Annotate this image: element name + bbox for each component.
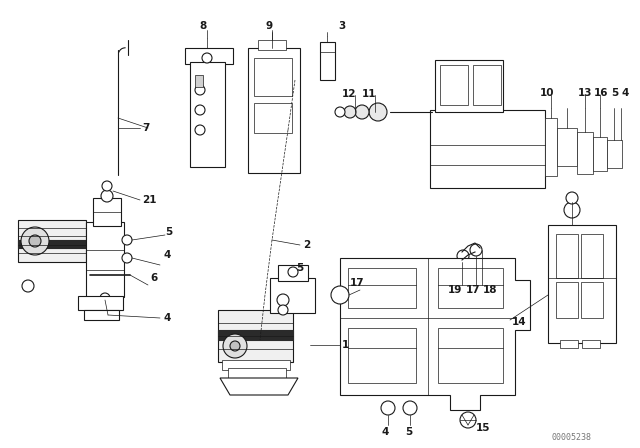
Circle shape	[369, 103, 387, 121]
Circle shape	[195, 85, 205, 95]
Text: 4: 4	[163, 313, 170, 323]
Bar	[84, 310, 119, 320]
Bar	[185, 48, 233, 64]
Text: 2: 2	[303, 240, 310, 250]
Bar	[560, 340, 578, 348]
Bar	[78, 296, 123, 310]
Bar	[607, 140, 622, 168]
Text: 18: 18	[483, 285, 497, 295]
Circle shape	[288, 267, 298, 277]
Text: 5: 5	[611, 88, 618, 98]
Bar	[556, 234, 578, 278]
Bar	[593, 137, 607, 171]
Circle shape	[100, 293, 110, 303]
Text: 5: 5	[405, 427, 412, 437]
Bar	[577, 132, 593, 174]
Bar	[218, 310, 293, 362]
Text: 8: 8	[199, 21, 206, 31]
Bar	[582, 340, 600, 348]
Bar	[278, 265, 308, 281]
Bar	[248, 48, 300, 173]
Text: 12: 12	[342, 89, 356, 99]
Circle shape	[277, 294, 289, 306]
Bar	[473, 65, 501, 105]
Circle shape	[122, 253, 132, 263]
Text: 5: 5	[296, 263, 303, 273]
Circle shape	[457, 250, 469, 262]
Bar	[548, 225, 616, 343]
Circle shape	[470, 244, 482, 256]
Circle shape	[278, 305, 288, 315]
Circle shape	[381, 401, 395, 415]
Text: 13: 13	[578, 88, 593, 98]
Bar	[270, 278, 315, 313]
Circle shape	[355, 105, 369, 119]
Bar	[430, 110, 545, 188]
Bar	[18, 240, 86, 248]
Circle shape	[460, 412, 476, 428]
Text: 5: 5	[165, 227, 172, 237]
Text: 10: 10	[540, 88, 554, 98]
Bar	[581, 282, 603, 318]
Bar	[348, 268, 416, 308]
Text: 17: 17	[350, 278, 365, 288]
Text: 4: 4	[382, 427, 389, 437]
Text: 3: 3	[338, 21, 345, 31]
Circle shape	[21, 227, 49, 255]
Bar	[190, 62, 225, 167]
Bar	[218, 330, 293, 340]
Text: 11: 11	[362, 89, 376, 99]
Circle shape	[101, 190, 113, 202]
Text: 16: 16	[594, 88, 609, 98]
Text: 15: 15	[476, 423, 490, 433]
Circle shape	[564, 202, 580, 218]
Bar	[438, 328, 503, 383]
Text: 14: 14	[512, 317, 527, 327]
Circle shape	[102, 181, 112, 191]
Circle shape	[331, 286, 349, 304]
Circle shape	[344, 106, 356, 118]
Text: 9: 9	[265, 21, 272, 31]
Text: 1: 1	[342, 340, 349, 350]
Text: 00005238: 00005238	[552, 434, 592, 443]
Bar	[86, 222, 124, 297]
Bar	[440, 65, 468, 105]
Bar	[195, 75, 203, 87]
Bar	[93, 198, 121, 226]
Bar	[228, 368, 286, 380]
Circle shape	[335, 107, 345, 117]
Circle shape	[223, 334, 247, 358]
Bar	[222, 360, 290, 370]
Circle shape	[403, 401, 417, 415]
Bar	[18, 220, 86, 262]
Bar	[438, 268, 503, 308]
Bar	[581, 234, 603, 278]
Bar	[254, 58, 292, 96]
Polygon shape	[340, 258, 530, 410]
Circle shape	[195, 105, 205, 115]
Bar	[435, 60, 503, 112]
Text: 17: 17	[466, 285, 481, 295]
Bar	[254, 103, 292, 133]
Text: 6: 6	[150, 273, 157, 283]
Bar	[545, 118, 557, 176]
Circle shape	[566, 192, 578, 204]
Bar	[557, 128, 577, 166]
Polygon shape	[220, 378, 298, 395]
Text: 4: 4	[622, 88, 629, 98]
Text: 19: 19	[448, 285, 462, 295]
Circle shape	[122, 235, 132, 245]
Bar	[348, 328, 416, 383]
Bar	[556, 282, 578, 318]
Bar	[258, 40, 286, 50]
Text: 7: 7	[142, 123, 149, 133]
Circle shape	[22, 280, 34, 292]
Circle shape	[195, 125, 205, 135]
Text: 21: 21	[142, 195, 157, 205]
Text: 4: 4	[163, 250, 170, 260]
Circle shape	[230, 341, 240, 351]
Circle shape	[29, 235, 41, 247]
Bar	[320, 42, 335, 80]
Circle shape	[202, 53, 212, 63]
